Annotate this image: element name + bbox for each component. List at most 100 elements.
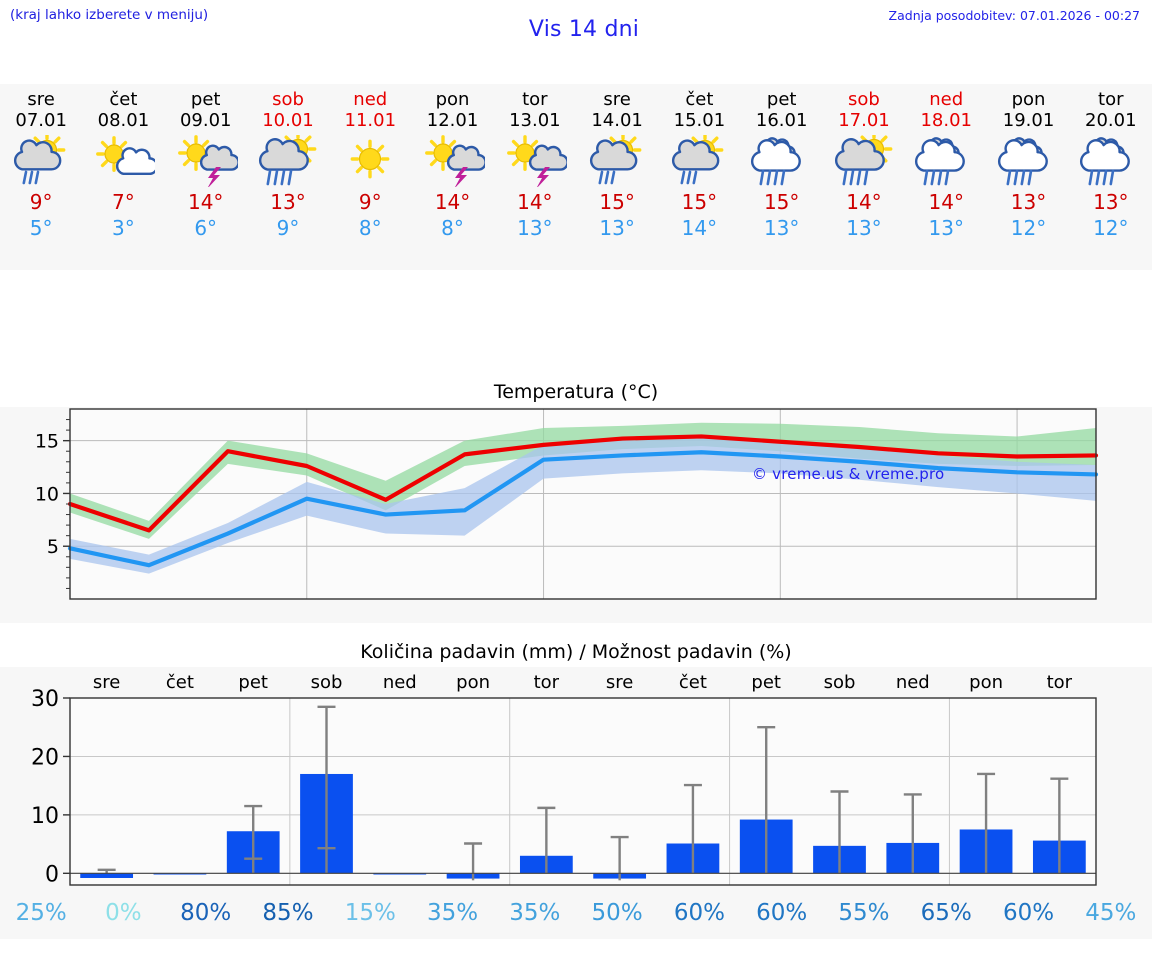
temperature-chart-title: Temperatura (°C) xyxy=(0,377,1152,407)
day-date: 09.01 xyxy=(179,110,232,131)
precip-day-label: pon xyxy=(969,672,1003,693)
precipitation-chart-title: Količina padavin (mm) / Možnost padavin … xyxy=(0,637,1152,667)
copyright-watermark: © vreme.us & vreme.pro xyxy=(752,465,945,483)
min-temperature: 5° xyxy=(29,216,53,240)
y-axis-tick-label: 0 xyxy=(45,862,59,887)
menu-hint-text: (kraj lahko izberete v meniju) xyxy=(10,7,209,23)
y-axis-tick-label: 30 xyxy=(31,687,59,712)
page-title-text: Vis 14 dni xyxy=(528,17,640,42)
cloud-rain-icon xyxy=(1079,135,1143,187)
precip-day-label: sob xyxy=(311,672,343,693)
day-name: ned xyxy=(929,89,964,110)
max-temperature: 14° xyxy=(846,190,882,214)
precipitation-chart: sre čet pet sob ned pon tor sre čet pet sob ned pon t… xyxy=(31,672,1097,887)
uncertainty-band xyxy=(70,438,1096,574)
day-column[interactable]: pon 19.01 13° 12° xyxy=(987,84,1069,270)
day-name: čet xyxy=(109,89,138,110)
day-column[interactable]: pet 09.01 14° 6° xyxy=(165,84,247,270)
precip-bar xyxy=(80,873,134,878)
last-updated-text: Zadnja posodobitev: 07.01.2026 - 00:27 xyxy=(888,8,1140,23)
precip-day-label: ned xyxy=(896,672,930,693)
page-title: Vis 14 dni xyxy=(0,17,1152,42)
max-temperature: 15° xyxy=(681,190,718,214)
max-temperature: 9° xyxy=(29,190,53,214)
min-temperature: 13° xyxy=(763,216,800,240)
precip-day-label: sob xyxy=(824,672,856,693)
top-bar: (kraj lahko izberete v meniju) Vis 14 dn… xyxy=(0,0,1152,62)
precipitation-probability: 15% xyxy=(344,900,396,926)
precip-day-label: sre xyxy=(606,672,633,693)
day-date: 20.01 xyxy=(1085,110,1137,131)
day-date: 13.01 xyxy=(509,110,561,131)
min-temperature: 9° xyxy=(276,216,300,240)
cloud-rain-icon xyxy=(750,135,814,187)
precip-day-label: tor xyxy=(1047,672,1073,693)
max-temperature: 15° xyxy=(599,190,635,214)
precipitation-probability: 45% xyxy=(1085,900,1137,926)
max-temperature: 14° xyxy=(187,190,224,214)
y-axis-tick-label: 10 xyxy=(31,804,59,829)
day-column[interactable]: sob 10.01 13° 9° xyxy=(247,84,329,270)
precipitation-probability: 50% xyxy=(591,900,643,926)
precipitation-probability: 80% xyxy=(180,900,232,926)
precip-day-label: pet xyxy=(751,672,781,693)
day-column[interactable]: ned 18.01 14° 13° xyxy=(905,84,987,270)
day-name: sob xyxy=(272,89,304,110)
precipitation-probability: 85% xyxy=(262,900,314,926)
day-date: 18.01 xyxy=(920,110,972,131)
sun-cloud-thunder-icon xyxy=(503,135,567,187)
precipitation-probability: 60% xyxy=(1002,900,1055,926)
precipitation-probability: 60% xyxy=(673,900,725,926)
max-temperature: 15° xyxy=(763,190,800,214)
day-column[interactable]: tor 20.01 13° 12° xyxy=(1070,84,1152,270)
daily-forecast-strip: sre 07.01 9° 5° čet 08.01 7° 3° pet 09.01 14° 6° sob… xyxy=(0,84,1152,270)
day-name: pet xyxy=(190,89,221,110)
day-date: 14.01 xyxy=(591,110,643,131)
sun-cloud-icon xyxy=(91,135,156,187)
sun-cloud-rain-light-icon xyxy=(9,135,73,187)
min-temperature: 12° xyxy=(1093,216,1129,240)
sun-clear-icon xyxy=(338,135,402,187)
y-axis-tick-label: 10 xyxy=(35,483,59,505)
cloud-rain-icon xyxy=(914,135,978,187)
min-temperature: 13° xyxy=(928,216,964,240)
day-column[interactable]: pet 16.01 15° 13° xyxy=(741,84,823,270)
day-column[interactable]: sre 14.01 15° 13° xyxy=(576,84,658,270)
day-column[interactable]: pon 12.01 14° 8° xyxy=(411,84,493,270)
day-name: pon xyxy=(435,89,470,110)
day-name: čet xyxy=(685,89,714,110)
sun-cloud-thunder-icon xyxy=(174,135,238,187)
max-temperature: 14° xyxy=(928,190,964,214)
precipitation-probability: 65% xyxy=(920,900,972,926)
day-name: sre xyxy=(603,89,631,110)
temperature-line xyxy=(67,434,1099,533)
precipitation-probability: 25% xyxy=(15,900,67,926)
day-column[interactable]: ned 11.01 9° 8° xyxy=(329,84,411,270)
sun-cloud-rain-heavy-icon xyxy=(832,135,896,187)
day-name: tor xyxy=(1098,89,1124,110)
sun-cloud-rain-light-icon xyxy=(585,135,649,187)
day-column[interactable]: čet 15.01 15° 14° xyxy=(658,84,740,270)
day-column[interactable]: sre 07.01 9° 5° xyxy=(0,84,82,270)
precipitation-probability: 60% xyxy=(756,900,808,926)
min-temperature: 8° xyxy=(358,216,382,240)
temperature-chart-band: Temperatura (°C) 5 10 15 xyxy=(0,377,1152,623)
day-name: tor xyxy=(522,89,548,110)
precip-day-label: pon xyxy=(456,672,490,693)
day-date: 12.01 xyxy=(426,110,479,131)
y-axis-tick-label: 5 xyxy=(47,536,59,558)
precip-day-label: pet xyxy=(238,672,268,693)
day-column[interactable]: sob 17.01 14° 13° xyxy=(823,84,905,270)
day-date: 17.01 xyxy=(838,110,890,131)
max-temperature: 13° xyxy=(270,190,306,214)
min-temperature: 8° xyxy=(441,216,464,240)
y-axis-tick-label: 15 xyxy=(35,431,59,453)
precip-day-label: sre xyxy=(93,672,120,693)
day-date: 10.01 xyxy=(262,110,314,131)
precipitation-probability: 55% xyxy=(838,900,890,926)
day-name: pet xyxy=(766,89,797,110)
day-column[interactable]: tor 13.01 14° 13° xyxy=(494,84,576,270)
day-name: sre xyxy=(27,89,55,110)
min-temperature: 6° xyxy=(194,216,218,240)
day-column[interactable]: čet 08.01 7° 3° xyxy=(82,84,164,270)
